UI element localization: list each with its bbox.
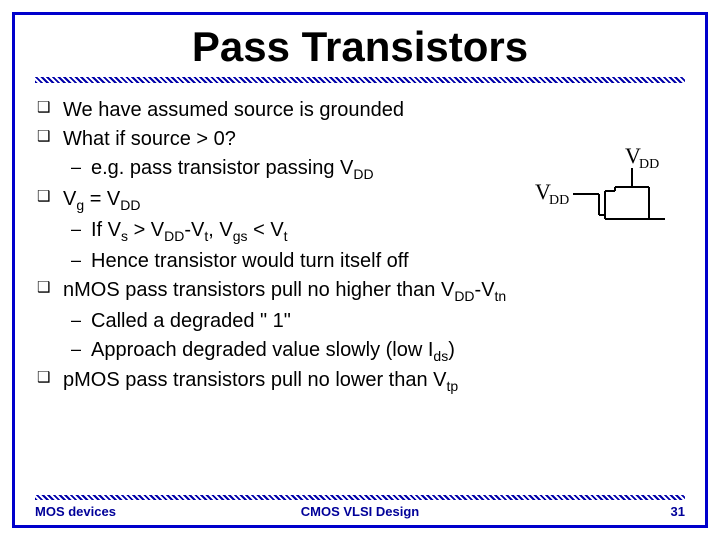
- subscript: g: [76, 197, 84, 213]
- bullet-item: We have assumed source is grounded: [35, 97, 685, 124]
- footer-right: 31: [671, 504, 685, 519]
- diagram-vdd-left-sub: DD: [549, 193, 569, 208]
- footer-row: CMOS VLSI Design MOS devices 31: [35, 504, 685, 519]
- bullet-item: nMOS pass transistors pull no higher tha…: [35, 277, 685, 306]
- footer-divider: [35, 495, 685, 500]
- slide-title: Pass Transistors: [35, 23, 685, 71]
- bullet-item: pMOS pass transistors pull no lower than…: [35, 367, 685, 396]
- slide-content: We have assumed source is grounded What …: [35, 97, 685, 396]
- title-divider: [35, 77, 685, 83]
- subscript: DD: [120, 197, 140, 213]
- transistor-diagram: V DD V DD: [525, 143, 675, 233]
- sub-bullet-item: Hence transistor would turn itself off: [35, 248, 685, 275]
- slide: Pass Transistors We have assumed source …: [0, 0, 720, 540]
- diagram-vdd-top-sub: DD: [639, 157, 659, 172]
- text: e.g. pass transistor passing V: [91, 157, 353, 179]
- sub-bullet-item: Called a degraded " 1": [35, 308, 685, 335]
- subscript: DD: [353, 166, 373, 182]
- slide-footer: CMOS VLSI Design MOS devices 31: [35, 495, 685, 519]
- transistor-symbol: [573, 168, 665, 219]
- slide-frame: Pass Transistors We have assumed source …: [12, 12, 708, 528]
- sub-bullet-item: Approach degraded value slowly (low Ids): [35, 337, 685, 366]
- text: = V: [84, 188, 120, 210]
- footer-center: CMOS VLSI Design: [35, 504, 685, 519]
- text: V: [63, 188, 76, 210]
- footer-left: MOS devices: [35, 504, 116, 519]
